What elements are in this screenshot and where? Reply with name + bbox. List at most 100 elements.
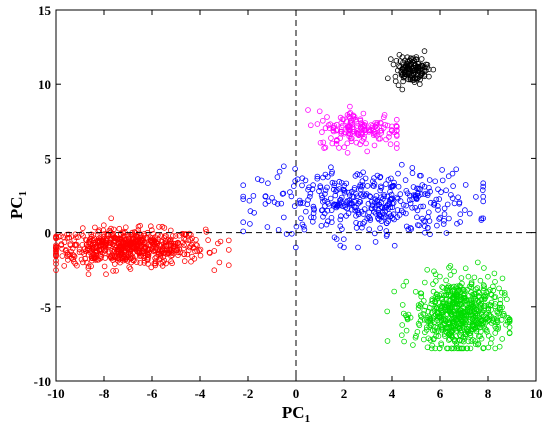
scatter-point: [426, 177, 433, 183]
scatter-point: [409, 170, 416, 176]
scatter-point: [140, 250, 147, 257]
cluster-4-points: [384, 48, 437, 93]
scatter-point: [368, 199, 375, 205]
scatter-point: [434, 222, 440, 229]
scatter-point: [305, 107, 311, 113]
scatter-point: [101, 263, 108, 270]
scatter-point: [419, 68, 426, 75]
scatter-point: [262, 193, 269, 199]
scatter-point: [336, 186, 343, 192]
scatter-point: [387, 189, 393, 195]
scatter-point: [110, 268, 116, 274]
scatter-point: [274, 174, 281, 180]
scatter-point: [390, 61, 397, 68]
scatter-point: [480, 198, 487, 205]
scatter-point: [429, 298, 436, 304]
scatter-point: [354, 193, 360, 200]
scatter-point: [83, 259, 90, 266]
scatter-point: [364, 148, 371, 155]
scatter-point: [318, 207, 325, 214]
scatter-point: [185, 237, 192, 243]
scatter-point: [176, 246, 183, 253]
scatter-point: [347, 103, 353, 110]
scatter-point: [115, 246, 122, 253]
scatter-point: [488, 307, 494, 313]
scatter-point: [334, 203, 340, 209]
scatter-point: [296, 197, 303, 204]
scatter-point: [59, 253, 66, 259]
scatter-point: [431, 268, 437, 275]
scatter-point: [462, 265, 469, 272]
scatter-point: [196, 247, 202, 254]
scatter-point: [361, 206, 368, 212]
scatter-point: [402, 177, 409, 183]
scatter-point: [417, 76, 424, 83]
scatter-point: [226, 262, 232, 269]
scatter-point: [468, 279, 475, 286]
scatter-point: [348, 138, 355, 145]
scatter-point: [462, 302, 469, 308]
scatter-point: [359, 129, 365, 135]
scatter-point: [380, 196, 386, 202]
scatter-point: [409, 66, 416, 72]
scatter-point: [339, 116, 346, 123]
scatter-point: [433, 196, 440, 203]
scatter-point: [168, 227, 174, 234]
scatter-point: [377, 183, 384, 190]
scatter-point: [73, 241, 80, 248]
scatter-point: [441, 211, 448, 217]
scatter-point: [493, 315, 500, 322]
scatter-point: [170, 241, 177, 247]
scatter-point: [211, 267, 218, 274]
scatter-point: [108, 215, 114, 222]
scatter-point: [353, 225, 360, 231]
scatter-point: [319, 129, 325, 135]
scatter-point: [401, 338, 407, 345]
scatter-point: [377, 187, 384, 194]
scatter-point: [453, 343, 460, 349]
scatter-point: [371, 175, 377, 181]
scatter-point: [449, 195, 456, 202]
scatter-point: [324, 184, 330, 191]
scatter-point: [438, 326, 445, 333]
scatter-point: [343, 213, 350, 219]
scatter-point: [501, 290, 508, 296]
scatter-point: [330, 127, 337, 133]
scatter-point: [400, 209, 407, 216]
scatter-point: [380, 114, 387, 121]
scatter-point: [152, 260, 159, 267]
scatter-point: [116, 225, 123, 232]
scatter-point: [467, 345, 474, 352]
scatter-point: [362, 129, 369, 136]
scatter-point: [359, 183, 365, 190]
scatter-point: [488, 335, 495, 342]
scatter-point: [447, 263, 454, 269]
scatter-point: [491, 294, 498, 301]
scatter-point: [421, 316, 428, 323]
x-axis-title-main: PC: [282, 403, 305, 422]
scatter-point: [412, 194, 419, 200]
scatter-point: [453, 166, 460, 173]
scatter-point: [324, 207, 331, 214]
scatter-point: [338, 180, 345, 186]
scatter-point: [389, 204, 396, 211]
scatter-point: [435, 328, 442, 334]
scatter-point: [322, 187, 329, 194]
scatter-point: [366, 209, 372, 216]
scatter-point: [462, 182, 469, 188]
scatter-point: [435, 186, 441, 193]
scatter-point: [446, 264, 452, 271]
scatter-point: [385, 177, 392, 183]
scatter-point: [377, 225, 383, 232]
scatter-point: [393, 116, 400, 123]
scatter-point: [288, 231, 295, 237]
scatter-point: [453, 297, 459, 304]
scatter-point: [73, 234, 79, 241]
scatter-point: [453, 333, 460, 340]
points-layer: [53, 48, 513, 352]
scatter-point: [490, 283, 496, 290]
scatter-point: [110, 233, 116, 240]
scatter-point: [108, 225, 114, 232]
scatter-point: [317, 140, 324, 146]
scatter-point: [324, 174, 331, 180]
